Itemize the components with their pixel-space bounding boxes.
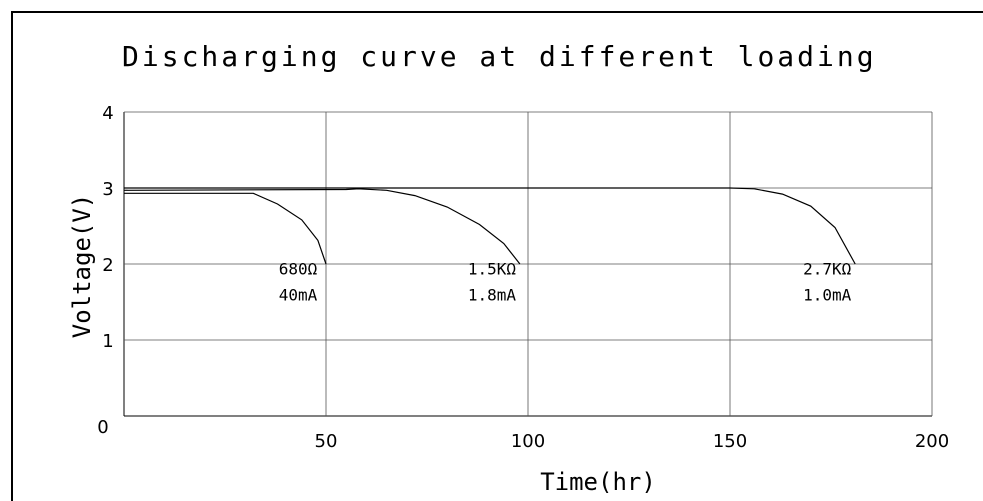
- annotations: 680Ω 40mA 1.5KΩ 1.8mA 2.7KΩ 1.0mA: [279, 260, 852, 305]
- chart-title: Discharging curve at different loading: [122, 40, 877, 73]
- x-tick-label-200: 200: [915, 431, 949, 452]
- annotation-current-1: 40mA: [279, 286, 318, 305]
- chart-frame: [11, 11, 983, 501]
- y-tick-label-3: 3: [102, 179, 113, 200]
- y-tick-label-0: 0: [97, 417, 108, 438]
- grid-lines: [123, 111, 933, 417]
- x-tick-label-100: 100: [511, 431, 545, 452]
- tick-labels: 50 100 150 200 0 1 2 3 4: [97, 103, 949, 452]
- y-axis-label: Voltage(V): [68, 194, 96, 339]
- annotation-current-2: 1.8mA: [468, 286, 517, 305]
- x-axis-label: Time(hr): [540, 468, 656, 496]
- x-tick-label-150: 150: [713, 431, 747, 452]
- annotation-resistance-2: 1.5KΩ: [468, 260, 517, 279]
- annotation-resistance-3: 2.7KΩ: [803, 260, 852, 279]
- series-line-2: [123, 188, 521, 265]
- series-line-3: [124, 187, 856, 265]
- annotation-resistance-1: 680Ω: [279, 260, 318, 279]
- y-tick-label-2: 2: [102, 255, 113, 276]
- series-line-1: [124, 192, 327, 265]
- x-tick-label-50: 50: [315, 431, 338, 452]
- annotation-current-3: 1.0mA: [803, 286, 852, 305]
- y-tick-label-4: 4: [102, 103, 113, 124]
- y-tick-label-1: 1: [102, 331, 113, 352]
- series-group: [123, 187, 856, 265]
